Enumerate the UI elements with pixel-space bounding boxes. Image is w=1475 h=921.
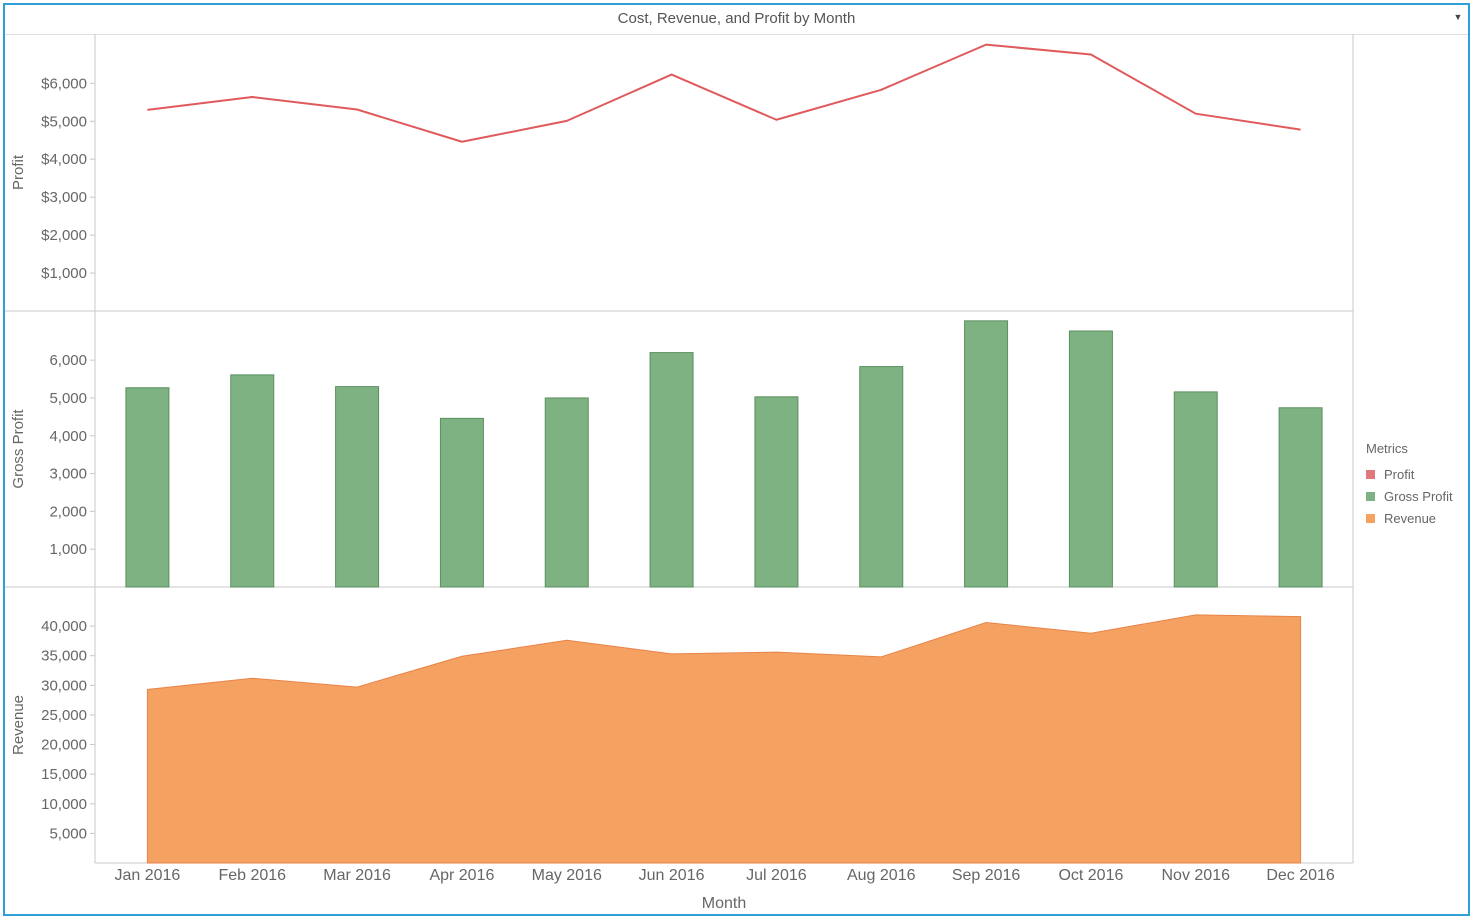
y-tick-label: 20,000 [41,737,87,754]
y-tick-label: 1,000 [49,541,87,558]
y-tick-label: 3,000 [49,466,87,483]
gross-profit-bar [125,387,170,588]
gross-profit-bar [1278,407,1323,588]
y-axis-title: Gross Profit [10,409,27,489]
y-tick-label: 5,000 [49,390,87,407]
y-tick-label: $6,000 [41,75,87,92]
legend: Metrics Profit Gross Profit Revenue [1366,441,1453,529]
y-tick-label: $4,000 [41,151,87,168]
x-tick-label: Nov 2016 [1162,867,1231,884]
gross-profit-bar [1068,330,1113,588]
chevron-down-icon[interactable]: ▼ [1453,12,1463,22]
x-tick-label: Dec 2016 [1266,867,1335,884]
y-tick-label: 2,000 [49,503,87,520]
profit-line [147,43,1301,143]
x-tick-label: Sep 2016 [952,867,1021,884]
legend-label: Gross Profit [1384,488,1453,504]
gross-profit-bar [230,374,275,588]
y-tick-label: 25,000 [41,707,87,724]
y-axis-title: Revenue [10,695,27,755]
x-tick-label: Apr 2016 [429,867,494,884]
x-tick-label: Oct 2016 [1058,867,1123,884]
x-axis-title: Month [702,895,746,912]
legend-title: Metrics [1366,441,1408,456]
y-tick-label: $5,000 [41,113,87,130]
x-tick-label: Mar 2016 [323,867,391,884]
legend-swatch [1366,469,1375,479]
x-tick-label: Jan 2016 [114,867,180,884]
legend-label: Profit [1384,466,1415,482]
chart-title-bar: Cost, Revenue, and Profit by Month ▼ [5,5,1468,35]
y-tick-label: $3,000 [41,189,87,206]
y-axis-title: Profit [10,154,27,190]
y-tick-label: 6,000 [49,352,87,369]
y-tick-label: $1,000 [41,265,87,282]
x-tick-label: May 2016 [532,867,602,884]
gross-profit-bar [335,386,380,588]
x-tick-label: Feb 2016 [218,867,286,884]
legend-item-profit[interactable]: Profit [1366,463,1453,485]
y-tick-label: 10,000 [41,796,87,813]
legend-label: Revenue [1384,510,1437,526]
gross-profit-bar [859,366,904,588]
y-tick-label: 40,000 [41,618,87,635]
legend-swatch [1366,513,1375,523]
y-tick-label: 35,000 [41,648,87,665]
gross-profit-bar [1173,391,1218,588]
y-tick-label: 5,000 [49,825,87,842]
legend-item-revenue[interactable]: Revenue [1366,507,1453,529]
x-tick-label: Jul 2016 [746,867,807,884]
gross-profit-bar [754,396,799,588]
y-tick-label: 30,000 [41,677,87,694]
x-tick-label: Aug 2016 [847,867,916,884]
gross-profit-bar [649,352,694,588]
x-tick-label: Jun 2016 [639,867,705,884]
legend-item-gross-profit[interactable]: Gross Profit [1366,485,1453,507]
legend-swatch [1366,491,1375,501]
revenue-area [146,614,1302,864]
chart-title: Cost, Revenue, and Profit by Month [617,10,856,27]
y-tick-label: 15,000 [41,766,87,783]
gross-profit-bar [544,397,589,588]
gross-profit-bar [964,320,1009,588]
y-tick-label: 4,000 [49,428,87,445]
gross-profit-bar [439,417,484,588]
y-tick-label: $2,000 [41,227,87,244]
